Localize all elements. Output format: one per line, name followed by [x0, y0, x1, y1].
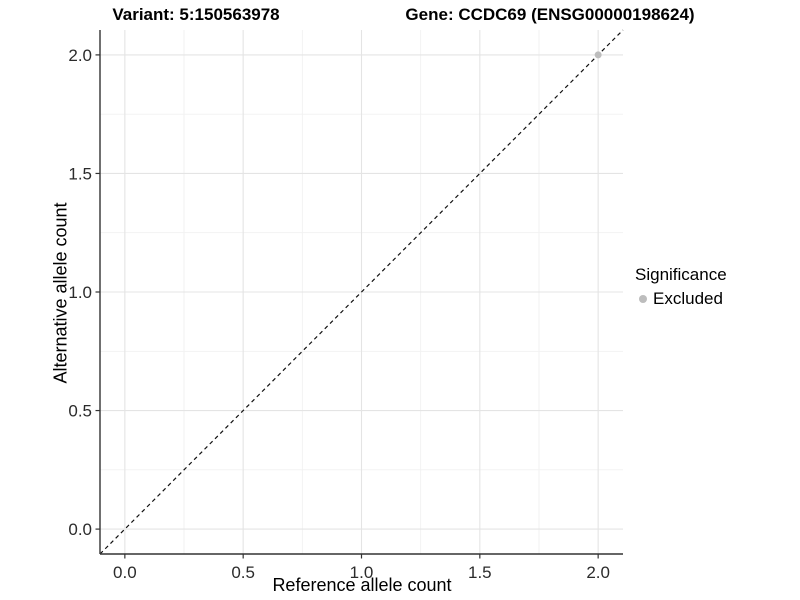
legend-entry-excluded: Excluded — [635, 289, 727, 309]
variant-title: Variant: 5:150563978 — [112, 5, 280, 24]
legend-title: Significance — [635, 265, 727, 284]
y-tick-label: 0.5 — [68, 402, 92, 421]
x-tick-label: 0.5 — [231, 563, 255, 582]
y-axis-title: Alternative allele count — [50, 202, 71, 384]
x-tick-label: 1.5 — [468, 563, 492, 582]
x-axis-title: Reference allele count — [272, 575, 452, 595]
y-tick-label: 2.0 — [68, 46, 92, 65]
legend-key-dot-icon — [639, 295, 647, 303]
y-tick-label: 1.5 — [68, 164, 92, 183]
x-tick-label: 0.0 — [113, 563, 137, 582]
x-tick-label: 1.0 — [350, 563, 374, 582]
legend-entry-label: Excluded — [653, 289, 723, 308]
legend-entries: Excluded — [635, 289, 727, 309]
legend: Significance Excluded — [635, 265, 727, 309]
data-point-excluded — [594, 51, 602, 59]
identity-line — [99, 29, 624, 555]
x-tick-label: 2.0 — [586, 563, 610, 582]
y-tick-label: 1.0 — [68, 283, 92, 302]
gene-title: Gene: CCDC69 (ENSG00000198624) — [405, 5, 695, 24]
y-tick-label: 0.0 — [68, 520, 92, 539]
